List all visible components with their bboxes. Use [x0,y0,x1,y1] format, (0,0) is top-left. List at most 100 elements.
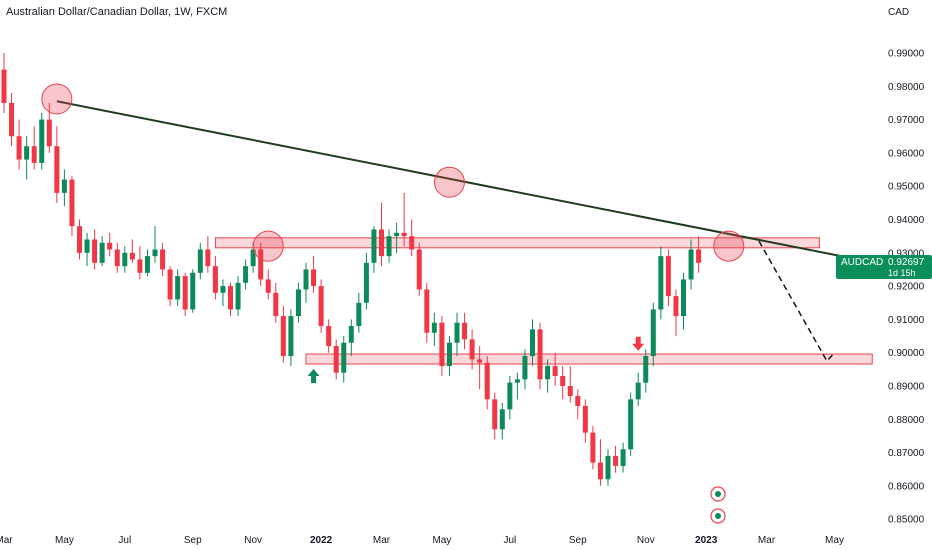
candle-body [318,286,324,327]
candles-layer [1,53,702,486]
candle-body [446,342,452,367]
candle-body [688,249,694,280]
candle-body [69,179,75,227]
candle-body [582,405,588,433]
candle-body [152,249,158,257]
candle-body [507,382,513,410]
y-tick-label: 0.94000 [888,215,925,226]
y-tick-label: 0.85000 [888,515,925,526]
candle-body [182,276,188,310]
candle-body [197,249,203,273]
candle-body [477,359,483,363]
candle-body [469,339,475,360]
chart-title: Australian Dollar/Canadian Dollar, 1W, F… [6,6,228,18]
candle-body [303,269,309,290]
candle-body [92,239,98,263]
candle-body [61,179,67,193]
candle-body [424,289,430,333]
projection-path [758,240,836,363]
event-icon-dot [715,491,721,497]
candle-body [235,282,241,310]
candle-body [696,249,702,263]
touch-circle [433,166,465,198]
candle-body [484,362,490,400]
candle-body [16,136,22,160]
candle-body [212,266,218,293]
y-tick-label: 0.89000 [888,382,925,393]
candle-body [492,399,498,430]
candle-body [643,356,649,383]
candle-body [650,309,656,357]
candle-body [613,455,619,466]
candle-body [409,236,415,250]
candle-body [288,316,294,357]
candle-body [114,249,120,267]
trendline [56,100,850,259]
y-tick-label: 0.87000 [888,448,925,459]
candle-body [46,119,52,147]
candle-body [537,329,543,380]
candle-body [348,326,354,343]
currency-label: CAD [888,7,909,18]
candle-body [560,376,566,386]
touch-circle [252,230,284,262]
y-tick-label: 0.93000 [888,248,925,259]
candle-body [499,409,505,430]
candle-body [107,242,113,250]
candle-body [175,276,181,300]
x-tick-label: Sep [569,535,587,546]
resistance-zone [214,237,820,249]
touch-circle [713,230,745,262]
candle-body [363,262,369,303]
candle-body [258,249,264,280]
candle-body [243,266,249,283]
candle-body [628,399,634,450]
candle-body [635,382,641,400]
candle-body [454,322,460,343]
candle-body [522,356,528,380]
time-axis: Mar May Jul Sep Nov 2022 Mar May Jul Sep Nov 2023 Ma… [0,535,844,546]
candle-body [431,322,437,333]
x-tick-label: Jul [118,535,131,546]
x-tick-label: May [432,535,451,546]
candle-body [379,229,384,257]
candle-body [439,322,445,367]
candle-body [39,119,45,163]
candle-body [552,366,558,377]
x-tick-label: Mar [758,535,776,546]
annotations-layer [41,83,850,524]
candle-body [356,302,362,327]
x-tick-label: Nov [637,535,655,546]
candle-body [673,296,679,317]
candle-body [620,449,626,466]
badge-countdown: 1d 15h [888,268,916,278]
x-tick-label: Mar [373,535,391,546]
candle-body [54,146,60,193]
badge-symbol: AUDCAD [841,257,883,268]
candle-body [590,432,596,463]
candle-body [597,462,603,480]
candle-body [326,326,332,347]
y-tick-label: 0.88000 [888,415,925,426]
candle-body [371,229,377,263]
candle-body [530,329,535,357]
candle-body [31,146,37,163]
candle-body [658,256,664,310]
y-tick-label: 0.92000 [888,282,925,293]
candle-body [311,269,317,287]
candle-body [84,239,90,253]
y-tick-label: 0.98000 [888,82,925,93]
arrow-down-icon [632,336,645,351]
candle-body [160,249,166,270]
zones-layer [214,237,873,365]
candle-body [341,342,347,373]
candle-body [386,236,392,257]
candle-body [1,69,7,103]
candle-body [333,346,339,373]
candle-body [228,286,233,310]
candle-body [167,269,173,300]
price-badge[interactable]: AUDCAD 0.92697 1d 15h [836,255,932,279]
candle-body [144,256,150,273]
candle-body [122,252,128,267]
